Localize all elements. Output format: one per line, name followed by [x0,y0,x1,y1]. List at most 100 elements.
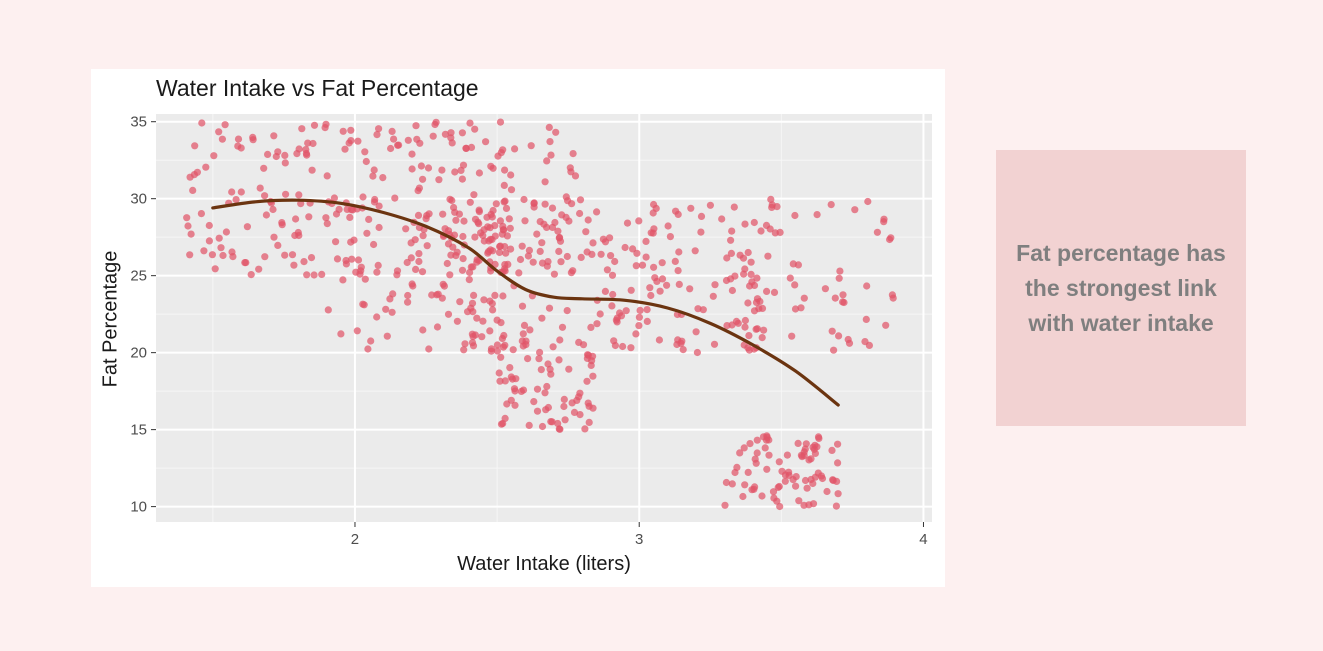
data-point [370,166,378,174]
data-point [479,317,487,325]
data-point [369,172,377,180]
data-point [498,334,506,343]
data-point [538,239,546,247]
data-point [509,346,517,354]
data-point [834,459,842,467]
data-point [563,307,571,315]
data-point [388,127,396,135]
data-point [541,178,549,186]
data-point [593,208,601,216]
data-point [663,281,671,289]
data-point [533,385,542,393]
data-point [589,372,597,380]
data-point [491,291,499,299]
data-point [354,137,362,145]
data-point [609,290,617,299]
data-point [555,247,563,255]
data-point [309,139,317,148]
data-point [821,285,830,293]
data-point [728,227,736,235]
data-point [603,266,612,274]
data-point [548,204,557,212]
data-point [636,306,644,314]
data-point [823,487,831,496]
data-point [691,247,699,255]
data-point [278,219,286,227]
data-point [198,119,206,127]
data-point [449,243,457,251]
data-point [543,262,551,270]
data-point [459,232,467,241]
data-point [741,481,749,489]
data-point [255,265,263,273]
data-point [471,331,479,339]
data-point [722,478,731,487]
data-point [322,214,330,222]
data-point [361,275,369,283]
data-point [447,251,455,259]
data-point [507,245,515,253]
data-point [635,322,643,330]
data-point [803,484,811,492]
data-point [882,321,890,329]
data-point [765,451,773,459]
annotation-box: Fat percentage has the strongest link wi… [996,150,1246,426]
data-point [452,216,460,224]
data-point [459,255,467,263]
data-point [518,302,527,310]
data-point [217,244,225,252]
data-point [756,297,764,306]
data-point [550,270,558,278]
data-point [828,327,836,335]
data-point [541,389,549,397]
data-point [507,171,515,179]
data-point [408,150,416,158]
data-point [800,448,808,456]
data-point [260,164,268,172]
data-point [415,250,423,258]
data-point [834,440,842,448]
data-point [557,258,565,266]
data-point [433,323,442,331]
data-point [721,501,729,509]
data-point [228,188,236,196]
data-point [678,337,686,345]
data-point [827,201,835,209]
data-point [570,408,579,416]
data-point [218,135,226,143]
data-point [447,134,455,142]
data-point [864,197,872,206]
data-point [585,418,593,426]
data-point [383,332,391,340]
data-point [601,287,609,295]
data-point [642,253,650,261]
data-point [475,206,483,214]
data-point [450,231,459,239]
data-point [671,257,679,265]
data-point [768,203,776,211]
data-point [584,216,592,224]
data-point [621,243,629,252]
data-point [499,292,507,300]
data-point [744,344,752,352]
data-point [339,276,347,284]
data-point [723,254,731,262]
data-point [308,166,316,174]
data-point [222,228,230,236]
data-point [486,297,494,305]
data-point [576,196,585,204]
data-point [770,288,779,296]
data-point [479,231,487,240]
data-point [295,145,303,153]
data-point [638,261,647,269]
data-point [307,254,316,262]
data-point [323,220,331,228]
data-point [576,389,584,397]
data-point [576,411,584,419]
data-point [585,402,593,410]
data-point [642,237,650,245]
data-point [459,161,468,169]
data-point [794,439,802,447]
data-point [611,257,619,266]
data-point [753,449,761,457]
